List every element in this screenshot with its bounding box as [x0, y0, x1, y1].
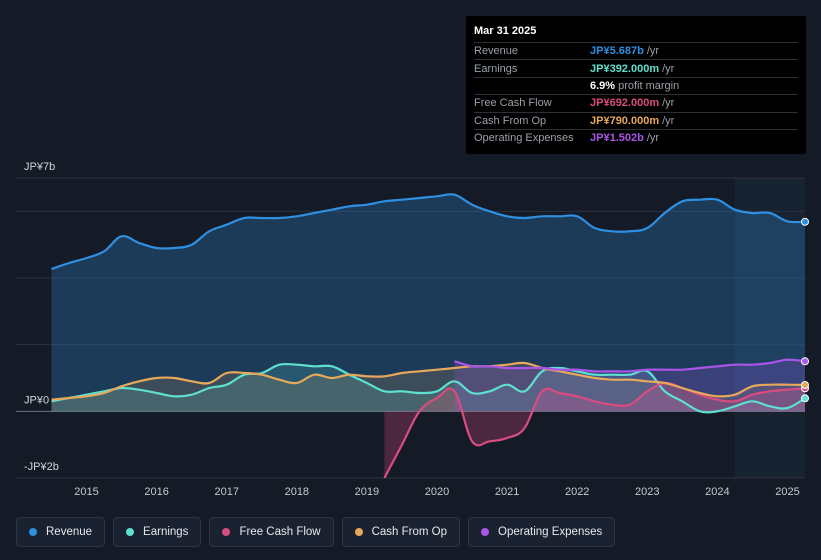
x-tick-label: 2019 [355, 486, 379, 498]
area-revenue [51, 194, 805, 412]
area-earnings [51, 363, 805, 413]
x-tick-label: 2018 [285, 486, 309, 498]
tooltip-row: Earnings JP¥392.000m/yr [474, 59, 798, 76]
legend-item-cash-from-op[interactable]: Cash From Op [341, 517, 461, 547]
series-areas [51, 194, 805, 478]
tooltip-row-value: JP¥692.000m [590, 97, 660, 110]
area-cash-from-op [51, 362, 805, 412]
forecast-shading [734, 178, 805, 478]
tooltip-row: Free Cash Flow JP¥692.000m/yr [474, 94, 798, 111]
line-operating-expenses [454, 358, 806, 373]
legend-label: Cash From Op [371, 526, 448, 538]
legend-item-revenue[interactable]: Revenue [16, 517, 106, 547]
tooltip-row-value: JP¥1.502b [590, 132, 644, 145]
x-tick-label: 2024 [705, 486, 729, 498]
y-tick-label: -JP¥2b [24, 461, 59, 473]
marker-cash-from-op [801, 381, 809, 389]
tooltip-row-unit: profit margin [618, 79, 680, 92]
x-axis-labels: 2015 2016 2017 2018 2019 2020 2021 2022 2023 2024… [74, 486, 799, 498]
tooltip-row-label: Earnings [474, 62, 518, 75]
tooltip-row: Revenue JP¥5.687b/yr [474, 42, 798, 59]
tooltip-row-unit: /yr [646, 132, 660, 145]
marker-operating-expenses [801, 357, 809, 366]
tooltip-row-unit: /yr [662, 114, 675, 127]
tooltip-row: Cash From Op JP¥790.000m/yr [474, 111, 798, 129]
marker-earnings [801, 394, 809, 403]
chart-legend: Revenue Earnings Free Cash Flow Cash From O… [16, 517, 616, 547]
series-lines [51, 193, 806, 479]
x-tick-label: 2022 [565, 486, 589, 498]
legend-dot-icon [29, 528, 37, 536]
y-axis-labels: JP¥7b JP¥0 -JP¥2b [24, 161, 59, 473]
tooltip-row-unit: /yr [646, 45, 660, 58]
legend-label: Free Cash Flow [239, 526, 321, 538]
marker-revenue [801, 217, 809, 226]
tooltip-row-label: Operating Expenses [474, 132, 574, 145]
x-tick-label: 2023 [635, 486, 659, 498]
y-tick-label: JP¥7b [24, 161, 55, 173]
tooltip-date: Mar 31 2025 [474, 25, 537, 37]
tooltip-row-label: Free Cash Flow [474, 97, 552, 110]
legend-label: Earnings [143, 526, 189, 538]
tooltip-row: 6.9% profit margin [474, 76, 798, 94]
line-free-cash-flow [383, 381, 806, 479]
data-tooltip: Mar 31 2025 Revenue JP¥5.687b/yr Earnings J… [466, 16, 806, 154]
legend-label: Revenue [46, 526, 93, 538]
tooltip-row: Operating Expenses JP¥1.502b/yr [474, 128, 798, 146]
x-tick-label: 2025 [775, 486, 799, 498]
legend-item-earnings[interactable]: Earnings [113, 517, 202, 547]
line-revenue [51, 193, 806, 271]
tooltip-row-value: JP¥5.687b [590, 45, 644, 58]
gridlines [16, 177, 805, 479]
tooltip-row-label: Revenue [474, 45, 519, 58]
tooltip-row-unit: /yr [662, 97, 675, 110]
tooltip-row-label: Cash From Op [474, 114, 547, 127]
x-tick-label: 2020 [425, 486, 449, 498]
line-earnings [51, 362, 806, 414]
x-tick-label: 2015 [74, 486, 98, 498]
legend-label: Operating Expenses [498, 526, 603, 538]
x-tick-label: 2017 [214, 486, 238, 498]
tooltip-row-value: JP¥790.000m [590, 114, 660, 127]
line-cash-from-op [51, 361, 806, 401]
area-free-cash-flow [384, 382, 805, 478]
legend-item-free-cash-flow[interactable]: Free Cash Flow [209, 517, 334, 547]
legend-dot-icon [481, 528, 490, 536]
x-tick-label: 2016 [144, 486, 168, 498]
tooltip-row-value: 6.9% [590, 79, 616, 92]
x-tick-label: 2021 [495, 486, 519, 498]
legend-item-operating-expenses[interactable]: Operating Expenses [468, 517, 616, 547]
tooltip-row-value: JP¥392.000m [590, 62, 660, 75]
series-end-markers [801, 217, 809, 403]
legend-dot-icon [222, 528, 231, 536]
tooltip-row-unit: /yr [662, 62, 675, 75]
y-tick-label: JP¥0 [24, 394, 49, 406]
legend-dot-icon [126, 528, 135, 536]
legend-dot-icon [354, 528, 363, 536]
